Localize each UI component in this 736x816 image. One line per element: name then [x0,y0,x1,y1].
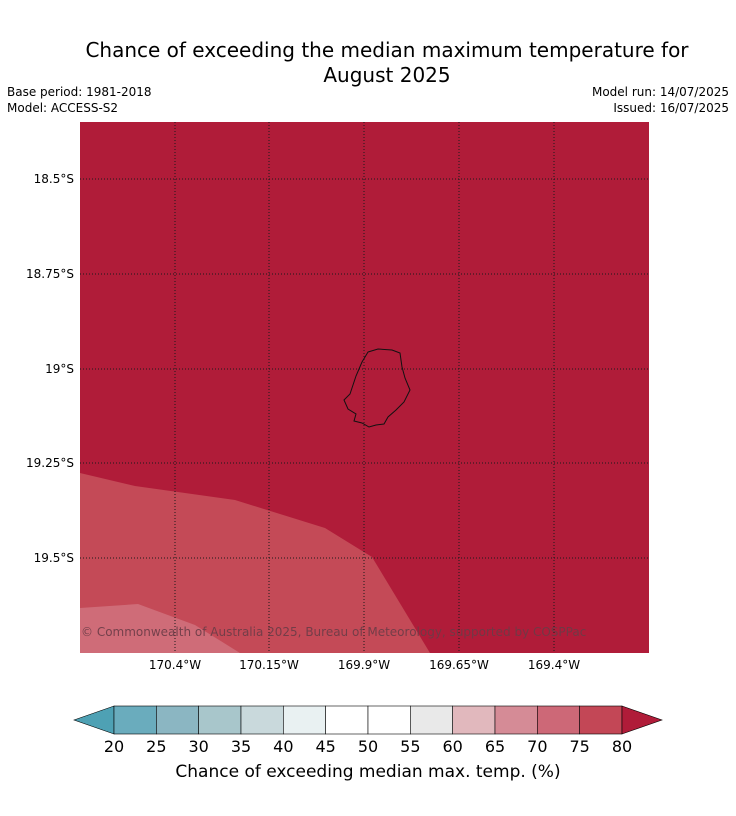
colorbar-tick-label: 70 [527,737,548,756]
probability-band-70-75 [80,604,240,653]
colorbar-cell [579,705,623,735]
colorbar-cell [367,705,411,735]
colorbar-low-extend [73,705,115,735]
colorbar-cell [494,705,538,735]
meta-left: Base period: 1981-2018 Model: ACCESS-S2 [7,84,152,116]
lat-label-19: 19°S [45,362,74,376]
lat-label-18-5: 18.5°S [33,172,74,186]
colorbar-tick-label: 45 [315,737,336,756]
colorbar-cell [537,705,580,735]
colorbar-tick-label: 50 [357,737,379,756]
colorbar-tick-label: 75 [569,737,590,756]
colorbar-cell [198,705,242,735]
colorbar-cell [325,705,369,735]
meta-right: Model run: 14/07/2025 Issued: 16/07/2025 [592,84,729,116]
colorbar-high-extend [621,705,663,735]
issued-text: Issued: 16/07/2025 [613,101,729,115]
colorbar-cell [452,705,496,735]
colorbar-cell [283,705,326,735]
lon-label-170-4: 170.4°W [148,658,202,672]
map-title: Chance of exceeding the median maximum t… [0,38,736,88]
lon-label-169-4: 169.4°W [527,658,581,672]
graticule-lines [80,122,649,653]
colorbar-cell [156,705,199,735]
colorbar-tick-label: 25 [146,737,167,756]
lon-label-170-15: 170.15°W [239,658,299,672]
base-period-text: Base period: 1981-2018 [7,85,152,99]
map-panel [80,122,649,653]
lon-label-169-9: 169.9°W [337,658,391,672]
colorbar-tick-label: 35 [230,737,252,756]
copyright-notice: © Commonwealth of Australia 2025, Bureau… [81,625,587,639]
model-text: Model: ACCESS-S2 [7,101,119,115]
lat-label-19-25: 19.25°S [26,456,74,470]
model-run-text: Model run: 14/07/2025 [591,85,729,99]
colorbar-tick-label: 55 [400,737,421,756]
colorbar-label: Chance of exceeding median max. temp. (%… [175,762,561,782]
colorbar-cell [113,705,157,735]
colorbar-cell [410,705,453,735]
colorbar-cells [113,705,623,735]
colorbar-tick-label: 65 [484,737,506,756]
title-line-2: August 2025 [323,63,451,87]
title-line-1: Chance of exceeding the median maximum t… [85,38,689,62]
colorbar-tick-label: 30 [188,737,209,756]
colorbar-tick-label: 60 [442,737,463,756]
lon-label-169-65: 169.65°W [429,658,489,672]
probability-band-75-80 [80,473,430,653]
lat-label-19-5: 19.5°S [33,551,74,565]
colorbar-cell [240,705,284,735]
niue-coastline [343,348,411,428]
colorbar [73,705,663,735]
colorbar-tick-label: 40 [273,737,294,756]
lat-label-18-75: 18.75°S [26,267,74,281]
colorbar-tick-label: 80 [611,737,633,756]
colorbar-tick-label: 20 [103,737,125,756]
